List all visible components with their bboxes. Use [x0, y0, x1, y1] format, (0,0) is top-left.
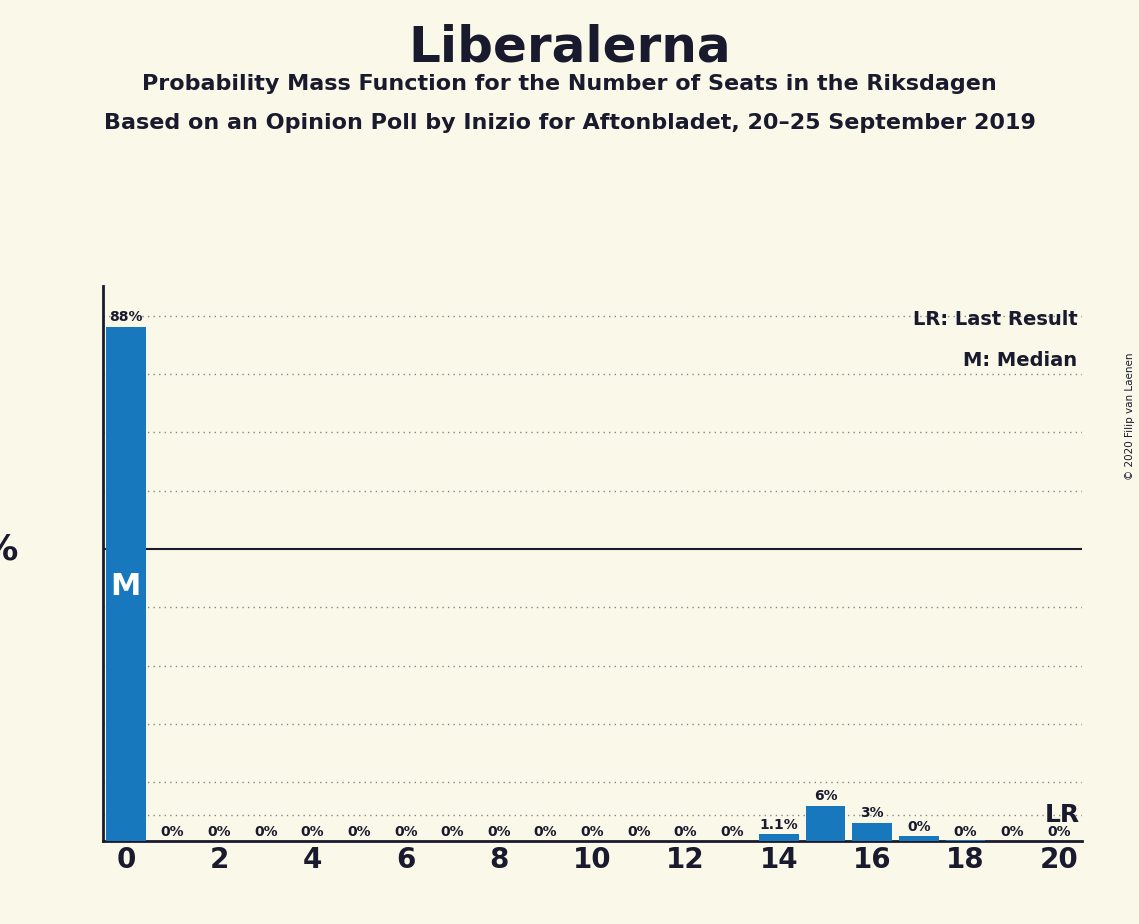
Bar: [852, 823, 892, 841]
Text: 6%: 6%: [813, 789, 837, 803]
Text: 0%: 0%: [394, 825, 418, 839]
Text: 0%: 0%: [534, 825, 557, 839]
Text: LR: Last Result: LR: Last Result: [912, 310, 1077, 329]
Text: Liberalerna: Liberalerna: [408, 23, 731, 71]
Text: M: M: [110, 572, 141, 602]
Text: 0%: 0%: [1047, 825, 1071, 839]
Text: 0%: 0%: [254, 825, 278, 839]
Bar: [805, 806, 845, 841]
Text: LR: LR: [1044, 803, 1080, 827]
Bar: [759, 834, 798, 841]
Text: Based on an Opinion Poll by Inizio for Aftonbladet, 20–25 September 2019: Based on an Opinion Poll by Inizio for A…: [104, 113, 1035, 133]
Text: 0%: 0%: [207, 825, 231, 839]
Bar: [899, 836, 939, 841]
Text: Probability Mass Function for the Number of Seats in the Riksdagen: Probability Mass Function for the Number…: [142, 74, 997, 94]
Text: 0%: 0%: [347, 825, 371, 839]
Text: 1.1%: 1.1%: [760, 818, 798, 832]
Text: 0%: 0%: [581, 825, 604, 839]
Text: 0%: 0%: [487, 825, 510, 839]
Text: 0%: 0%: [720, 825, 744, 839]
Text: 88%: 88%: [109, 310, 142, 324]
Text: 0%: 0%: [674, 825, 697, 839]
Text: 0%: 0%: [161, 825, 185, 839]
Text: 3%: 3%: [860, 807, 884, 821]
Text: 0%: 0%: [628, 825, 650, 839]
Text: 0%: 0%: [1000, 825, 1024, 839]
Text: 0%: 0%: [953, 824, 977, 838]
Text: 0%: 0%: [301, 825, 325, 839]
Text: © 2020 Filip van Laenen: © 2020 Filip van Laenen: [1125, 352, 1134, 480]
Text: 50%: 50%: [0, 532, 18, 566]
Text: 0%: 0%: [441, 825, 465, 839]
Bar: [106, 327, 146, 841]
Text: M: Median: M: Median: [964, 350, 1077, 370]
Text: 0%: 0%: [907, 821, 931, 834]
